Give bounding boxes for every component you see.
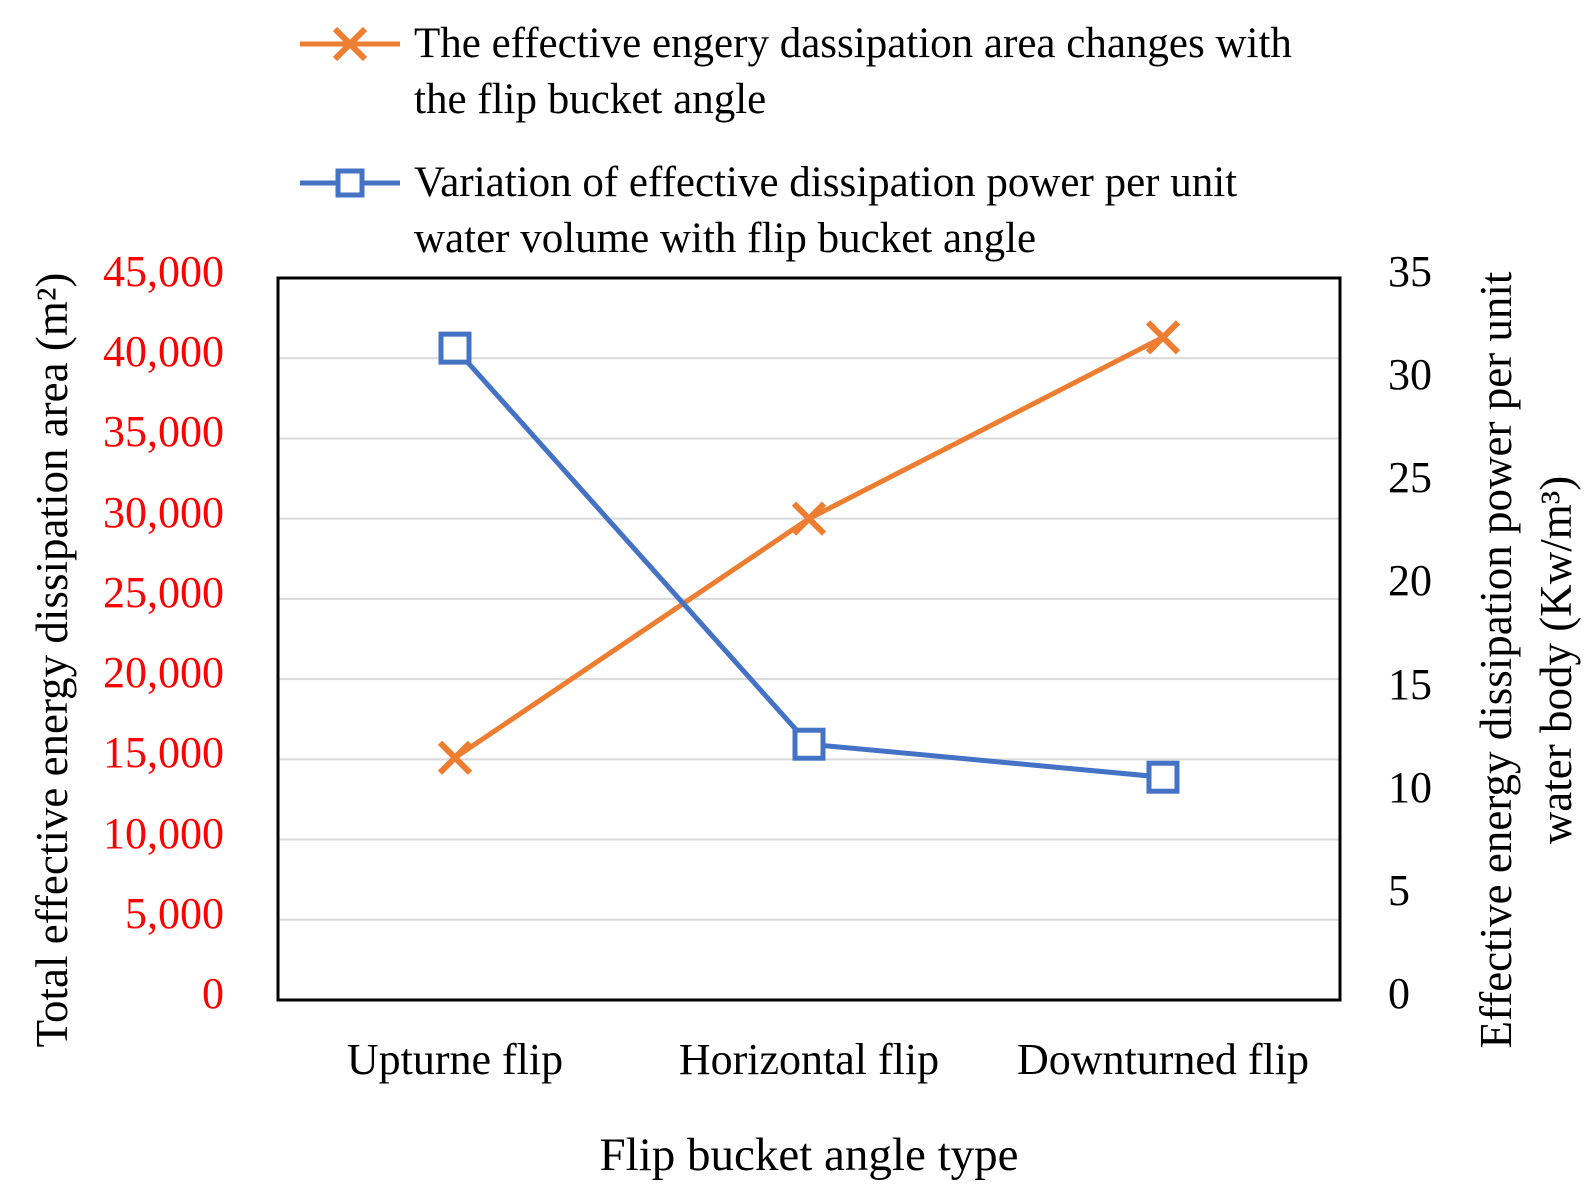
- x-marker: [1145, 320, 1181, 355]
- legend-label-power-series: Variation of effective dissipation power…: [414, 155, 1237, 267]
- legend-entry-area-series: The effective engery dassipation area ch…: [300, 16, 1292, 128]
- x-axis-category-label: Downturned flip: [1016, 1035, 1310, 1084]
- plot-border: [276, 276, 1342, 1002]
- legend-x-stroke: [332, 26, 368, 62]
- legend-label-line1: Variation of effective dissipation power…: [414, 159, 1238, 206]
- x-axis-category-label: Horizontal flip: [678, 1035, 940, 1084]
- left-axis-tick-label: 40,000: [103, 327, 224, 377]
- right-axis-title-line1: Effective energy dissipation power per u…: [1471, 271, 1521, 1049]
- square-marker-legend-icon: [300, 168, 400, 198]
- left-axis-tick-label: 0: [202, 969, 224, 1018]
- left-axis-tick-label: 45,000: [103, 247, 224, 296]
- right-axis-tick-label: 5: [1388, 865, 1410, 915]
- left-axis-tick-label: 35,000: [103, 407, 224, 457]
- legend-square: [335, 168, 365, 198]
- square-marker: [1146, 760, 1180, 794]
- x-marker: [791, 501, 827, 536]
- square-marker: [792, 727, 826, 761]
- legend-label-line2: water volume with flip bucket angle: [414, 215, 1037, 262]
- left-axis-tick-label: 25,000: [103, 567, 224, 617]
- right-axis-title: Effective energy dissipation power per u…: [1466, 272, 1586, 1049]
- x-marker-legend-icon: [300, 26, 400, 62]
- x-axis-title: Flip bucket angle type: [599, 1129, 1019, 1181]
- legend-entry-power-series: Variation of effective dissipation power…: [300, 155, 1237, 267]
- x-marker: [437, 740, 473, 775]
- right-axis-tick-label: 35: [1388, 247, 1432, 296]
- right-axis-tick-label: 25: [1388, 453, 1432, 503]
- square-marker: [438, 331, 472, 365]
- series-line-1: [453, 335, 1165, 760]
- x-axis-category-label: Upturne flip: [346, 1035, 564, 1084]
- right-axis-tick-label: 20: [1388, 556, 1432, 606]
- left-axis-tick-label: 15,000: [103, 728, 224, 778]
- left-axis-tick-label: 30,000: [103, 487, 224, 537]
- legend-label-line1: The effective engery dassipation area ch…: [414, 20, 1292, 67]
- left-axis-tick-label: 10,000: [103, 808, 224, 858]
- right-axis-title-line2: water body (Kw/m³): [1531, 475, 1581, 845]
- legend-label-area-series: The effective engery dassipation area ch…: [414, 16, 1292, 128]
- right-axis-tick-label: 30: [1388, 350, 1432, 400]
- right-axis-tick-label: 10: [1388, 762, 1432, 812]
- left-axis-tick-label: 5,000: [125, 888, 224, 938]
- legend-label-line2: the flip bucket angle: [414, 76, 767, 123]
- left-axis-tick-label: 20,000: [103, 648, 224, 698]
- left-axis-title: Total effective energy dissipation area …: [27, 272, 77, 1048]
- right-axis-tick-label: 0: [1388, 969, 1410, 1018]
- right-axis-tick-label: 15: [1388, 659, 1432, 709]
- series-line-2: [453, 346, 1164, 780]
